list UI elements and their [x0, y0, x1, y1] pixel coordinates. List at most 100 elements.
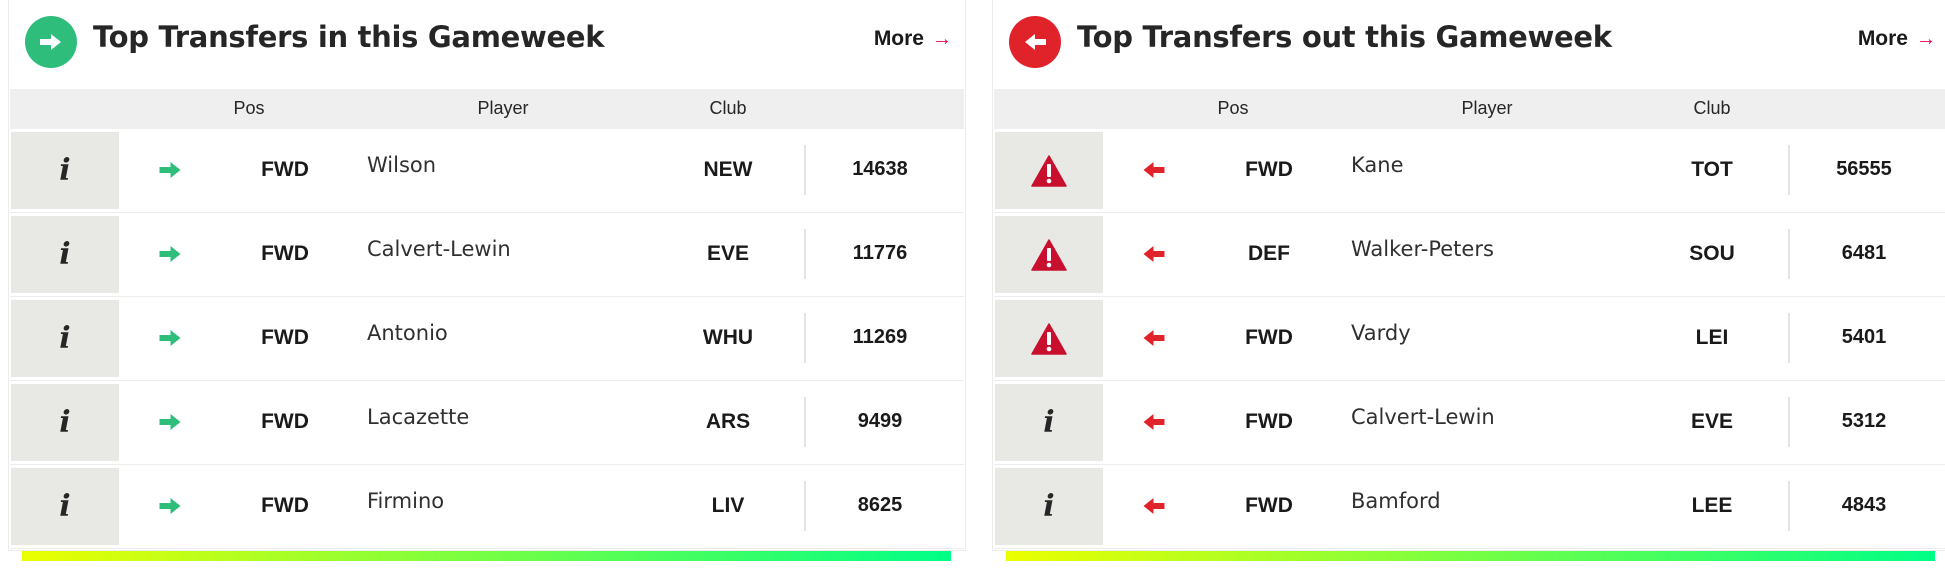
arrow-right-icon: → — [1916, 27, 1936, 50]
player-name: Walker-Peters — [1351, 237, 1494, 261]
transfer-count: 9499 — [857, 410, 903, 432]
player-name: Firmino — [367, 489, 445, 513]
accent-gradient-bar — [1006, 551, 1935, 561]
arrow-right-icon — [159, 246, 181, 262]
column-header-player: Player — [477, 98, 529, 118]
panel-frame — [8, 0, 966, 551]
info-icon[interactable]: i — [11, 132, 119, 209]
player-club: EVE — [706, 242, 750, 265]
transfer-count: 56555 — [1836, 158, 1892, 180]
info-icon[interactable]: i — [995, 468, 1103, 545]
table-row[interactable]: i FWD Wilson NEW 14638 — [10, 129, 964, 213]
player-position: FWD — [1245, 158, 1293, 181]
column-divider — [804, 397, 806, 447]
info-icon[interactable]: i — [11, 216, 119, 293]
accent-gradient-bar — [22, 551, 951, 561]
player-club: LIV — [711, 494, 745, 517]
column-header-club: Club — [1693, 98, 1731, 118]
transfers-out-table: FWD Kane TOT 56555 DEF Walker-Peters SOU 6481 FW… — [994, 129, 1945, 549]
column-header-club: Club — [709, 98, 747, 118]
column-divider — [1788, 229, 1790, 279]
transfers-in-panel: Top Transfers in this Gameweek More → Po… — [8, 0, 966, 570]
transfers-out-panel: Top Transfers out this Gameweek More → P… — [992, 0, 1945, 570]
panel-title: Top Transfers in this Gameweek — [93, 20, 605, 54]
table-row[interactable]: FWD Kane TOT 56555 — [994, 129, 1945, 213]
column-divider — [1788, 313, 1790, 363]
table-row[interactable]: i FWD Bamford LEE 4843 — [994, 465, 1945, 549]
table-row[interactable]: i FWD Calvert-Lewin EVE 5312 — [994, 381, 1945, 465]
player-club: WHU — [702, 326, 754, 349]
panel-header: Top Transfers out this Gameweek More → — [992, 0, 1945, 88]
player-name: Calvert-Lewin — [367, 237, 511, 261]
arrow-right-icon — [25, 16, 77, 68]
info-glyph: i — [1043, 405, 1055, 440]
transfer-count: 11269 — [852, 326, 908, 348]
more-label: More — [873, 27, 924, 50]
arrow-right-icon — [159, 330, 181, 346]
table-row[interactable]: FWD Vardy LEI 5401 — [994, 297, 1945, 381]
more-link[interactable]: More → — [1858, 27, 1936, 51]
table-row[interactable]: i FWD Antonio WHU 11269 — [10, 297, 964, 381]
player-club: TOT — [1691, 158, 1733, 181]
player-position: FWD — [261, 158, 309, 181]
info-icon[interactable]: i — [11, 468, 119, 545]
column-header-pos: Pos — [233, 98, 265, 118]
info-glyph: i — [1043, 489, 1055, 524]
arrow-right-icon — [159, 162, 181, 178]
warning-icon[interactable] — [995, 132, 1103, 209]
info-icon[interactable]: i — [995, 384, 1103, 461]
player-name: Wilson — [367, 153, 437, 177]
table-row[interactable]: i FWD Calvert-Lewin EVE 11776 — [10, 213, 964, 297]
transfer-count: 6481 — [1841, 242, 1887, 264]
warning-icon[interactable] — [995, 216, 1103, 293]
player-name: Bamford — [1351, 489, 1441, 513]
column-divider — [1788, 481, 1790, 531]
info-glyph: i — [59, 489, 71, 524]
player-position: FWD — [1245, 410, 1293, 433]
player-position: DEF — [1248, 242, 1290, 265]
column-divider — [804, 481, 806, 531]
info-glyph: i — [59, 237, 71, 272]
player-position: FWD — [1245, 326, 1293, 349]
column-header-pos: Pos — [1217, 98, 1249, 118]
column-header-player: Player — [1461, 98, 1513, 118]
player-club: SOU — [1689, 242, 1735, 265]
arrow-left-icon — [1009, 16, 1061, 68]
info-icon[interactable]: i — [11, 384, 119, 461]
panel-title: Top Transfers out this Gameweek — [1077, 20, 1612, 54]
column-divider — [1788, 397, 1790, 447]
panel-header: Top Transfers in this Gameweek More → — [8, 0, 966, 88]
arrow-left-icon — [1143, 498, 1165, 514]
transfer-count: 11776 — [852, 242, 908, 264]
player-position: FWD — [261, 326, 309, 349]
column-divider — [804, 145, 806, 195]
transfer-count: 14638 — [852, 158, 908, 180]
player-position: FWD — [261, 410, 309, 433]
more-label: More — [1857, 27, 1908, 50]
table-header: Pos Player Club — [994, 89, 1945, 129]
player-club: NEW — [703, 158, 753, 181]
table-header: Pos Player Club — [10, 89, 964, 129]
player-club: ARS — [705, 410, 751, 433]
table-row[interactable]: i FWD Firmino LIV 8625 — [10, 465, 964, 549]
transfer-count: 5312 — [1841, 410, 1887, 432]
transfer-count: 4843 — [1841, 494, 1887, 516]
player-position: FWD — [261, 494, 309, 517]
arrow-left-icon — [1143, 246, 1165, 262]
player-club: LEE — [1691, 494, 1733, 517]
more-link[interactable]: More → — [874, 27, 952, 51]
player-name: Kane — [1351, 153, 1404, 177]
info-glyph: i — [59, 405, 71, 440]
warning-icon[interactable] — [995, 300, 1103, 377]
player-name: Antonio — [367, 321, 448, 345]
player-name: Calvert-Lewin — [1351, 405, 1495, 429]
player-club: EVE — [1690, 410, 1734, 433]
table-row[interactable]: i FWD Lacazette ARS 9499 — [10, 381, 964, 465]
player-position: FWD — [261, 242, 309, 265]
column-divider — [804, 313, 806, 363]
arrow-left-icon — [1143, 414, 1165, 430]
player-position: FWD — [1245, 494, 1293, 517]
info-icon[interactable]: i — [11, 300, 119, 377]
table-row[interactable]: DEF Walker-Peters SOU 6481 — [994, 213, 1945, 297]
arrow-left-icon — [1143, 162, 1165, 178]
